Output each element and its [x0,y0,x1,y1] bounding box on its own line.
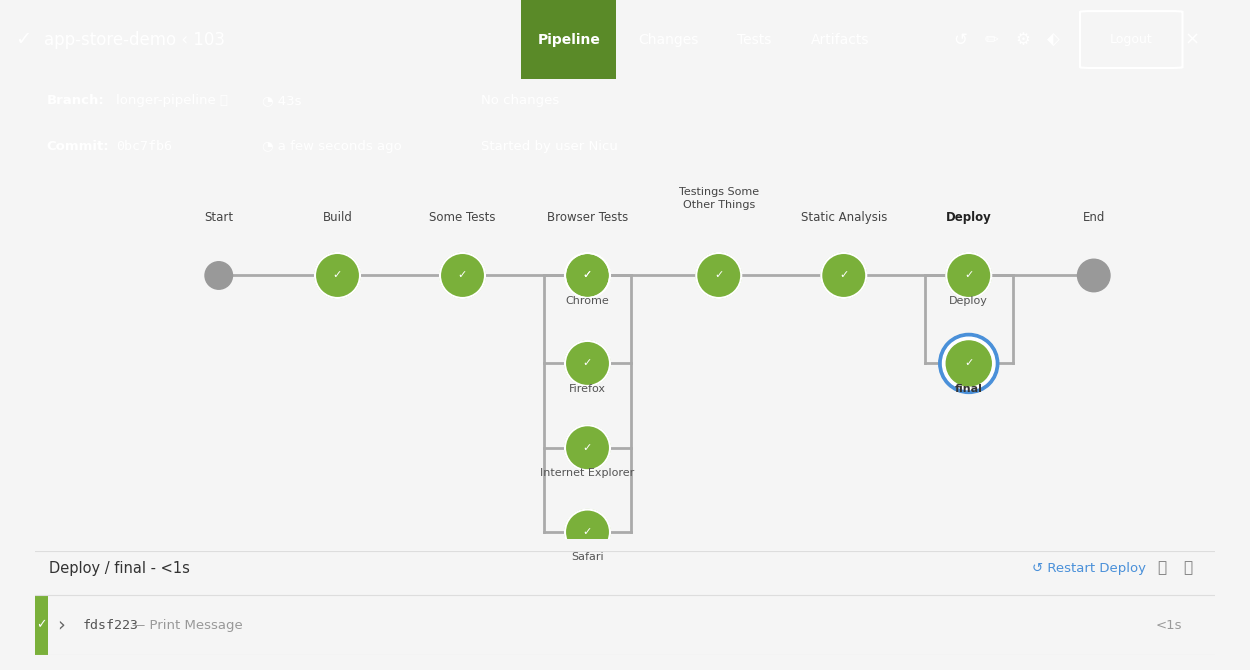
Text: longer-pipeline ⧉: longer-pipeline ⧉ [116,94,229,107]
Text: Some Tests: Some Tests [429,211,496,224]
Text: <1s: <1s [1155,618,1182,632]
Ellipse shape [696,253,741,298]
Text: ✓: ✓ [964,271,974,281]
Text: Chrome: Chrome [565,295,610,306]
Text: 0bc7fb6: 0bc7fb6 [116,140,172,153]
Text: Internet Explorer: Internet Explorer [540,468,635,478]
Text: Deploy: Deploy [949,295,989,306]
Text: Pipeline: Pipeline [538,33,600,46]
Text: Started by user Nicu: Started by user Nicu [481,140,619,153]
Text: ›: › [58,616,65,634]
Text: ↺: ↺ [952,31,968,48]
Text: ✓: ✓ [839,271,849,281]
Text: ⤓: ⤓ [1184,561,1192,576]
Ellipse shape [1078,259,1110,291]
Text: ✓: ✓ [582,358,592,369]
Text: Deploy / final - <1s: Deploy / final - <1s [49,561,190,576]
Text: Testings Some
Other Things: Testings Some Other Things [679,187,759,210]
Text: Logout: Logout [1110,33,1152,46]
Text: ✓: ✓ [714,271,724,281]
Text: ✓: ✓ [36,618,46,632]
Text: Changes: Changes [639,33,699,46]
Ellipse shape [946,341,991,386]
Text: fdsf223: fdsf223 [82,618,139,632]
Text: ↺ Restart Deploy: ↺ Restart Deploy [1032,561,1146,575]
Ellipse shape [565,425,610,470]
Text: ◔ 43s: ◔ 43s [262,94,302,107]
FancyBboxPatch shape [35,595,48,655]
Text: ⬖: ⬖ [1048,31,1060,48]
Ellipse shape [821,253,866,298]
Text: Static Analysis: Static Analysis [800,211,888,224]
Text: app-store-demo ‹ 103: app-store-demo ‹ 103 [44,31,225,48]
Text: Firefox: Firefox [569,384,606,393]
Text: — Print Message: — Print Message [131,618,242,632]
Ellipse shape [942,337,995,390]
Ellipse shape [946,253,991,298]
Ellipse shape [565,341,610,386]
Text: Build: Build [322,211,352,224]
Text: ✓: ✓ [964,358,974,369]
Text: ✓: ✓ [582,271,592,281]
Text: ✏: ✏ [984,31,999,48]
Ellipse shape [565,253,610,298]
FancyBboxPatch shape [521,0,616,79]
Ellipse shape [315,253,360,298]
Text: Commit:: Commit: [46,140,109,153]
Text: No changes: No changes [481,94,560,107]
Text: final: final [955,384,982,393]
Ellipse shape [440,253,485,298]
Text: Browser Tests: Browser Tests [548,211,629,224]
Ellipse shape [939,334,999,393]
Text: End: End [1082,211,1105,224]
Text: Artifacts: Artifacts [811,33,869,46]
Text: ⚙: ⚙ [1015,31,1030,48]
Text: ✓: ✓ [582,271,592,281]
Text: Deploy: Deploy [946,211,991,224]
Text: ×: × [1185,31,1200,48]
Text: ✓: ✓ [458,271,468,281]
Text: Safari: Safari [571,552,604,562]
Text: Branch:: Branch: [46,94,104,107]
Text: ✓: ✓ [15,30,31,49]
Ellipse shape [565,253,610,298]
Text: ✓: ✓ [332,271,342,281]
Text: Tests: Tests [736,33,771,46]
Text: ◔ a few seconds ago: ◔ a few seconds ago [262,140,402,153]
Text: ✓: ✓ [582,527,592,537]
Text: Start: Start [204,211,234,224]
Text: ⧉: ⧉ [1158,561,1166,576]
Ellipse shape [565,509,610,555]
Ellipse shape [205,262,232,289]
Text: ✓: ✓ [582,443,592,453]
